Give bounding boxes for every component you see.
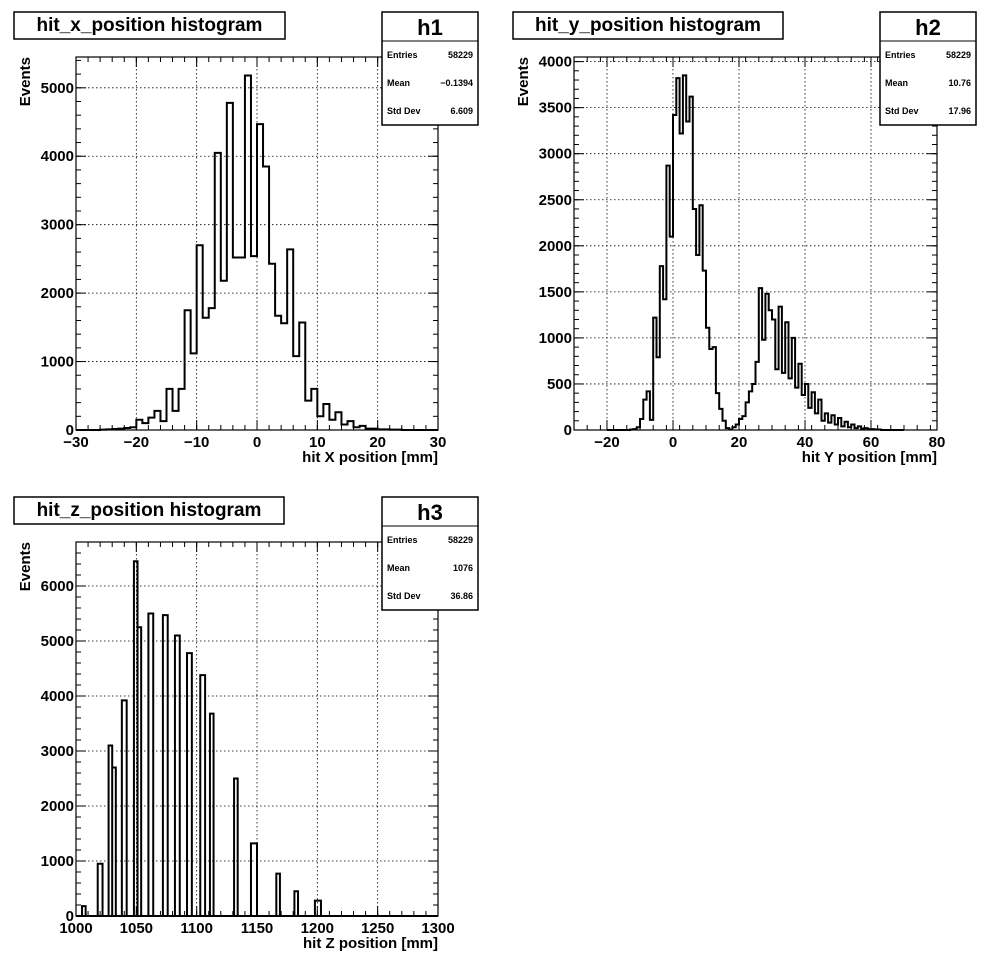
y-axis-label: Events xyxy=(17,57,34,106)
x-tick-label: 1000 xyxy=(59,920,92,937)
x-tick-label: 0 xyxy=(253,434,261,451)
title-box xyxy=(13,11,286,40)
x-tick-label: −30 xyxy=(63,434,88,451)
stats-box xyxy=(381,496,479,611)
y-tick-label: 2000 xyxy=(41,798,74,815)
x-tick-label: −10 xyxy=(184,434,209,451)
stats-value: 1076 xyxy=(453,563,473,573)
stats-label: Entries xyxy=(885,50,916,60)
stats-label: Mean xyxy=(885,78,908,88)
histogram-panel-3: 1000 1050 1100 1150 1200 1250 1300010002000300… xyxy=(13,496,479,952)
y-tick-label: 500 xyxy=(547,376,572,393)
x-tick-label: 60 xyxy=(863,434,880,451)
y-tick-label: 0 xyxy=(564,422,572,439)
x-tick-label: 1200 xyxy=(301,920,334,937)
x-tick-label: −20 xyxy=(594,434,619,451)
histogram-name: h3 xyxy=(417,500,443,525)
y-axis-label: Events xyxy=(515,57,532,106)
y-tick-label: 2000 xyxy=(539,238,572,255)
histogram-panel-1: −30 −20 −10 0 10 20 30 0 1000 2000 3000 4000 5000 hit… xyxy=(13,11,479,466)
y-tick-label: 3000 xyxy=(539,146,572,163)
stats-value: 36.86 xyxy=(450,591,473,601)
chart-title: hit_x_position histogram xyxy=(37,15,263,36)
stats-box xyxy=(381,11,479,126)
x-tick-label: −20 xyxy=(124,434,149,451)
x-axis-label: hit Z position [mm] xyxy=(303,935,438,952)
x-tick-label: 1300 xyxy=(421,920,454,937)
stats-value: 58229 xyxy=(448,535,473,545)
stats-value: 10.76 xyxy=(948,78,971,88)
stats-value: 17.96 xyxy=(948,106,971,116)
stats-value: 6.609 xyxy=(450,106,473,116)
stats-value: 58229 xyxy=(448,50,473,60)
histogram-series xyxy=(607,74,904,431)
histogram-name: h2 xyxy=(915,15,941,40)
stats-value: 58229 xyxy=(946,50,971,60)
y-tick-label: 1500 xyxy=(539,284,572,301)
x-tick-label: 20 xyxy=(731,434,748,451)
chart-title: hit_y_position histogram xyxy=(535,15,761,36)
x-tick-label: 20 xyxy=(369,434,386,451)
y-tick-label: 4000 xyxy=(41,148,74,165)
stats-box xyxy=(879,11,977,126)
x-tick-label: 30 xyxy=(430,434,447,451)
stats-label: Std Dev xyxy=(387,106,421,116)
stats-label: Std Dev xyxy=(387,591,421,601)
y-tick-label: 3000 xyxy=(41,217,74,234)
y-tick-label: 4000 xyxy=(539,54,572,71)
x-axis-label: hit Y position [mm] xyxy=(802,449,937,466)
x-tick-label: 1150 xyxy=(241,920,274,937)
y-tick-label: 1000 xyxy=(41,853,74,870)
y-tick-label: 3000 xyxy=(41,743,74,760)
x-tick-label: 40 xyxy=(797,434,814,451)
y-tick-label: 2500 xyxy=(539,192,572,209)
y-tick-label: 0 xyxy=(66,908,74,925)
y-tick-label: 2000 xyxy=(41,285,74,302)
stats-value: −0.1394 xyxy=(440,78,473,88)
y-tick-label: 0 xyxy=(66,422,74,439)
x-tick-label: 10 xyxy=(309,434,326,451)
chart-title: hit_z_position histogram xyxy=(37,500,262,521)
y-tick-label: 1000 xyxy=(41,354,74,371)
x-tick-label: 1250 xyxy=(361,920,394,937)
y-tick-label: 5000 xyxy=(41,80,74,97)
y-tick-label: 6000 xyxy=(41,578,74,595)
x-axis-label: hit X position [mm] xyxy=(302,449,438,466)
stats-label: Mean xyxy=(387,78,410,88)
plot-frame xyxy=(573,56,938,431)
x-tick-label: 1050 xyxy=(120,920,153,937)
histogram-name: h1 xyxy=(417,15,443,40)
y-tick-label: 4000 xyxy=(41,688,74,705)
title-box xyxy=(13,496,285,525)
stats-label: Entries xyxy=(387,50,418,60)
x-tick-label: 80 xyxy=(929,434,946,451)
stats-label: Entries xyxy=(387,535,418,545)
histogram-series xyxy=(76,560,438,917)
x-tick-label: 1100 xyxy=(180,920,213,937)
histogram-series xyxy=(76,74,438,431)
y-axis-label: Events xyxy=(17,542,34,591)
y-tick-label: 1000 xyxy=(539,330,572,347)
x-tick-label: 0 xyxy=(669,434,677,451)
stats-label: Std Dev xyxy=(885,106,919,116)
histogram-panel-2: −20 0 20 40 60 80 0 500 1000 1500 2000 2500 3000 3500… xyxy=(512,11,977,466)
stats-label: Mean xyxy=(387,563,410,573)
title-box xyxy=(512,11,784,40)
y-tick-label: 3500 xyxy=(539,100,572,117)
y-tick-label: 5000 xyxy=(41,633,74,650)
